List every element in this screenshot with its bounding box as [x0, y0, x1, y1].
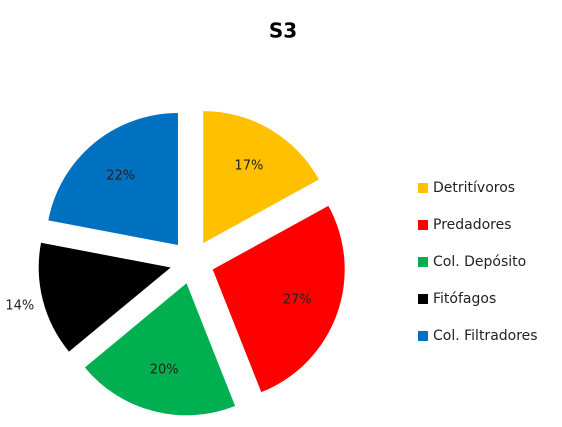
legend-swatch — [418, 294, 428, 304]
legend-label: Col. Depósito — [433, 254, 526, 270]
legend-swatch — [418, 183, 428, 193]
legend-label: Col. Filtradores — [433, 328, 538, 344]
pie-slice — [212, 205, 345, 393]
data-label: 22% — [106, 168, 135, 183]
data-label: 17% — [234, 158, 263, 173]
pie-slice — [203, 111, 319, 244]
legend-label: Detritívoros — [433, 180, 515, 196]
legend-swatch — [418, 331, 428, 341]
chart-title: S3 — [269, 19, 297, 43]
pie-slice — [38, 242, 171, 352]
data-label: 14% — [5, 299, 34, 314]
pie-slice — [48, 113, 178, 246]
legend-label: Predadores — [433, 217, 512, 233]
legend-swatch — [418, 257, 428, 267]
legend-swatch — [418, 220, 428, 230]
pie-slice — [84, 283, 236, 416]
data-label: 20% — [150, 363, 179, 378]
legend-label: Fitófagos — [433, 291, 496, 307]
data-label: 27% — [283, 292, 312, 307]
